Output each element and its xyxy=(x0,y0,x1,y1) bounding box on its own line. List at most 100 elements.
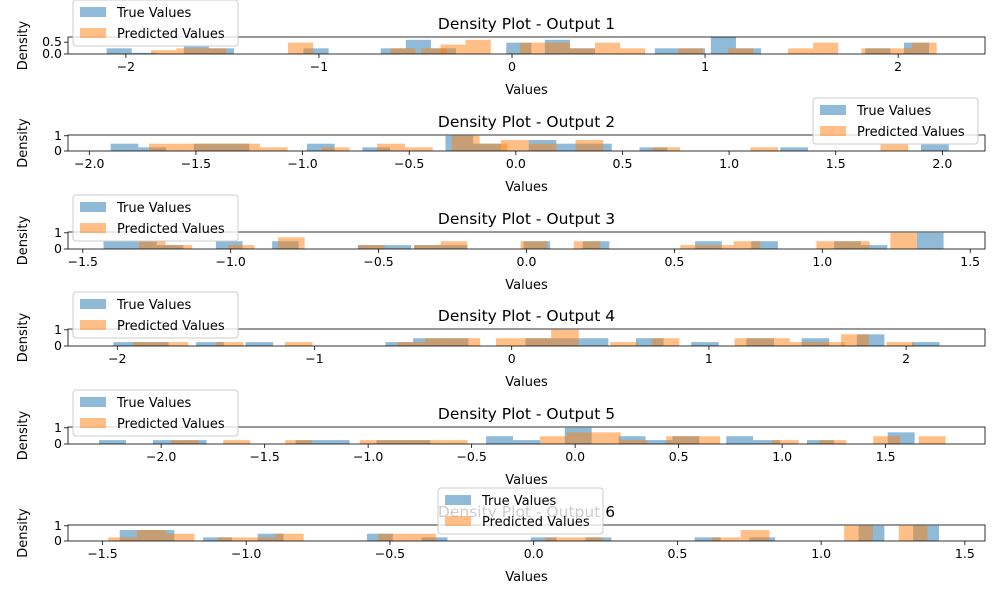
predicted-values-bar xyxy=(740,530,770,541)
true-values-bar xyxy=(506,42,532,54)
predicted-values-bar xyxy=(762,338,790,346)
predicted-values-bar xyxy=(610,342,638,346)
predicted-values-bar xyxy=(817,342,845,346)
predicted-values-bar xyxy=(886,48,912,54)
y-tick-label: 1 xyxy=(54,420,62,435)
predicted-values-bar xyxy=(223,440,251,444)
true-values-bar xyxy=(530,537,557,541)
y-tick-label: 1 xyxy=(54,322,62,337)
x-tick-label: −1.0 xyxy=(216,254,246,269)
predicted-values-bar xyxy=(528,143,557,151)
x-tick-label: 1.5 xyxy=(955,546,975,561)
predicted-values-bar xyxy=(651,338,680,346)
y-axis-label: Density xyxy=(16,118,31,168)
predicted-values-bar xyxy=(215,342,244,346)
predicted-values-bar xyxy=(217,537,247,541)
true-values-bar xyxy=(110,143,139,151)
y-tick-label: 0.0 xyxy=(42,46,62,61)
x-tick-label: −2 xyxy=(108,351,126,366)
x-tick-label: 0.0 xyxy=(524,546,544,561)
y-tick-label: 1 xyxy=(54,518,62,533)
true-values-bar xyxy=(694,537,721,541)
y-axis-label: Density xyxy=(16,215,31,265)
predicted-values-bar xyxy=(593,432,621,444)
x-axis-label: Values xyxy=(505,570,548,585)
x-tick-label: 2.0 xyxy=(932,156,952,171)
true-values-bar xyxy=(580,338,609,346)
y-axis-label: Density xyxy=(16,410,31,460)
true-values-bar xyxy=(887,432,915,444)
x-axis-label: Values xyxy=(505,375,548,390)
predicted-values-bar xyxy=(165,245,193,249)
predicted-values-bar xyxy=(359,440,387,444)
predicted-values-bar xyxy=(176,48,202,54)
predicted-values-bar xyxy=(539,436,567,444)
true-values-bar xyxy=(303,48,329,54)
predicted-values-bar xyxy=(136,530,166,541)
predicted-values-bar xyxy=(898,525,928,541)
true-values-bar xyxy=(306,143,335,151)
y-tick-label: 0 xyxy=(54,241,62,256)
predicted-values-bar xyxy=(500,140,529,151)
predicted-values-bar xyxy=(232,143,260,151)
y-tick-label: 0 xyxy=(54,436,62,451)
legend-swatch xyxy=(80,397,106,407)
legend-label: True Values xyxy=(481,494,556,509)
chart-title: Density Plot - Output 3 xyxy=(438,210,615,228)
predicted-values-bar xyxy=(378,533,408,541)
true-values-bar xyxy=(751,241,778,249)
x-tick-label: 1 xyxy=(701,59,709,74)
predicted-values-bar xyxy=(666,436,694,444)
predicted-values-bar xyxy=(652,147,681,151)
legend-box xyxy=(72,389,239,437)
y-axis-label: Density xyxy=(16,20,31,70)
chart-title: Density Plot - Output 2 xyxy=(438,113,615,131)
predicted-values-bar xyxy=(160,342,189,346)
legend: True Values Predicted Values xyxy=(812,97,979,145)
x-tick-label: 0.5 xyxy=(667,546,687,561)
predicted-values-bar xyxy=(575,140,604,151)
predicted-values-bar xyxy=(246,537,275,541)
predicted-values-bar xyxy=(397,342,425,346)
bars xyxy=(110,135,949,151)
true-values-bar xyxy=(860,245,888,249)
predicted-values-bar xyxy=(873,436,901,444)
x-tick-label: −1.0 xyxy=(231,546,261,561)
x-tick-label: −1.5 xyxy=(87,546,117,561)
predicted-values-bar xyxy=(886,342,915,346)
predicted-values-bar xyxy=(706,245,734,249)
legend-swatch xyxy=(820,105,846,115)
legend: True Values Predicted Values xyxy=(72,291,239,339)
x-tick-label: −0.5 xyxy=(375,546,405,561)
predicted-values-bar xyxy=(404,147,433,151)
bars xyxy=(103,232,944,249)
x-tick-label: −1.5 xyxy=(68,254,98,269)
true-values-bar xyxy=(916,232,944,249)
predicted-values-bar xyxy=(413,440,441,444)
predicted-values-bar xyxy=(620,48,646,54)
legend-swatch xyxy=(445,495,471,505)
predicted-values-bar xyxy=(133,342,161,346)
true-values-bar xyxy=(635,338,664,346)
predicted-values-bar xyxy=(227,245,255,249)
x-tick-label: −0.5 xyxy=(456,449,486,464)
predicted-values-bar xyxy=(108,537,137,541)
predicted-values-bar xyxy=(440,44,466,54)
legend: True Values Predicted Values xyxy=(72,389,239,437)
predicted-values-bar xyxy=(519,42,545,54)
x-tick-label: −2.0 xyxy=(146,449,176,464)
x-tick-label: −1.5 xyxy=(249,449,279,464)
legend-label: True Values xyxy=(116,396,191,411)
legend: True Values Predicted Values xyxy=(72,194,239,242)
legend-label: True Values xyxy=(856,104,931,119)
predicted-values-bar xyxy=(734,338,763,346)
true-values-bar xyxy=(196,342,224,346)
legend: True Values Predicted Values xyxy=(437,487,604,535)
predicted-values-bar xyxy=(274,533,304,541)
x-tick-label: −1 xyxy=(305,351,323,366)
x-axis-label: Values xyxy=(505,180,548,195)
predicted-values-bar xyxy=(843,241,870,249)
predicted-values-bar xyxy=(733,241,761,249)
predicted-values-bar xyxy=(841,334,869,346)
